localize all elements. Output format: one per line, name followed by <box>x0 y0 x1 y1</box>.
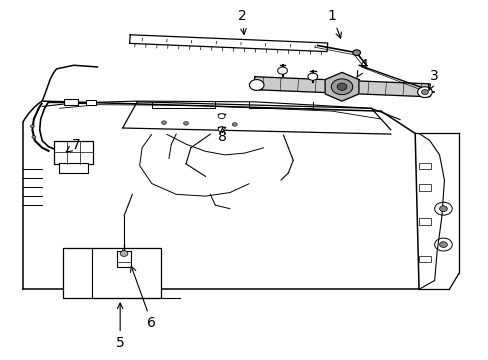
Circle shape <box>307 73 317 80</box>
Bar <box>64 99 78 105</box>
Circle shape <box>249 80 264 90</box>
Circle shape <box>32 135 36 138</box>
Circle shape <box>232 123 237 126</box>
Text: 3: 3 <box>427 69 438 90</box>
Text: 6: 6 <box>130 266 156 330</box>
Bar <box>54 140 93 164</box>
Circle shape <box>277 67 287 74</box>
Text: 1: 1 <box>327 9 341 38</box>
Bar <box>418 256 430 262</box>
Bar <box>86 100 96 105</box>
Text: 8: 8 <box>218 127 226 144</box>
Circle shape <box>161 121 166 125</box>
Circle shape <box>336 83 346 90</box>
Bar <box>63 248 160 298</box>
Bar <box>59 163 88 173</box>
Circle shape <box>421 90 427 95</box>
Text: 5: 5 <box>116 303 124 350</box>
Circle shape <box>218 114 224 119</box>
Polygon shape <box>253 77 429 97</box>
Bar <box>418 163 430 169</box>
Circle shape <box>417 87 431 98</box>
Circle shape <box>218 127 224 132</box>
Circle shape <box>183 122 188 125</box>
Text: 7: 7 <box>66 138 81 152</box>
Polygon shape <box>325 72 358 101</box>
Polygon shape <box>129 35 327 51</box>
Text: 2: 2 <box>237 9 246 34</box>
Circle shape <box>352 50 360 55</box>
Circle shape <box>439 206 447 212</box>
Bar <box>418 184 430 191</box>
Bar <box>418 219 430 225</box>
Text: 4: 4 <box>356 58 367 77</box>
Circle shape <box>120 251 128 256</box>
Circle shape <box>30 125 34 128</box>
Bar <box>117 251 131 267</box>
Circle shape <box>439 242 447 247</box>
Circle shape <box>330 79 352 95</box>
